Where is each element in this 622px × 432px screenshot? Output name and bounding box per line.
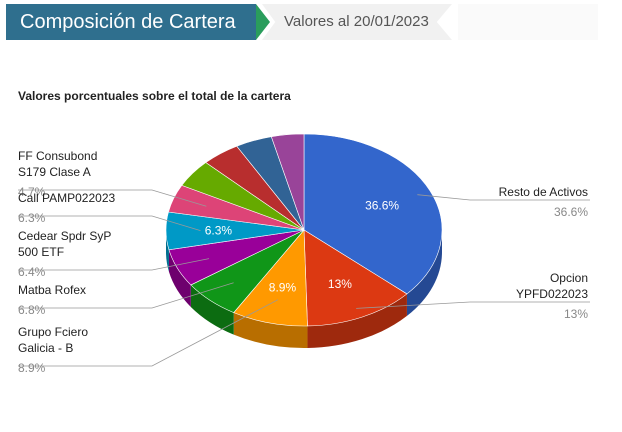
slice-value-left-1: 6.3% (18, 211, 46, 225)
slice-value-1: 13% (564, 307, 588, 321)
page-header: Composición de Cartera Valores al 20/01/… (0, 0, 622, 44)
slice-label-1-line-1: YPFD022023 (516, 287, 588, 301)
slice-label-left-2-line-0: Cedear Spdr SyP (18, 229, 111, 243)
slice-inside-label-5: 6.3% (205, 224, 233, 238)
slice-value-0: 36.6% (554, 205, 588, 219)
slice-value-left-2: 6.4% (18, 265, 46, 279)
slice-label-left-2-line-1: 500 ETF (18, 245, 64, 259)
slice-label-1-line-0: Opcion (550, 271, 588, 285)
slice-label-left-3-line-0: Matba Rofex (18, 283, 86, 297)
header-filler (458, 4, 598, 40)
leader-line-left-0 (18, 189, 207, 207)
pie-labels: Resto de Activos 36.6% Opcion YPFD022023 13%… (18, 149, 590, 375)
leader-line-left-3 (18, 282, 234, 309)
slice-inside-label-2: 8.9% (269, 281, 297, 295)
pie-side-2 (233, 312, 308, 348)
pie-slice-10[interactable] (270, 133, 305, 231)
slice-label-left-1-line-0: Call PAMP022023 (18, 191, 115, 205)
slice-label-0-line-0: Resto de Activos (499, 185, 588, 199)
pie-side-1 (307, 293, 407, 348)
date-label: Valores al 20/01/2023 (262, 4, 452, 40)
leader-line-left-2 (18, 258, 210, 271)
slice-label-left-0-line-0: FF Consubond (18, 149, 97, 163)
slice-value-left-3: 6.8% (18, 303, 46, 317)
leader-line-left-4 (18, 299, 279, 367)
leader-line-left-1 (18, 215, 201, 232)
pie-side-4 (168, 249, 191, 307)
slice-label-left-4-line-1: Galicia - B (18, 341, 73, 355)
pie-chart: Valores porcentuales sobre el total de l… (18, 89, 590, 375)
leader-line-1 (356, 301, 590, 309)
slice-label-left-0-line-1: S179 Clase A (18, 165, 91, 179)
pie-side-3 (190, 284, 234, 335)
leader-line-0 (417, 194, 590, 201)
chart-title: Valores porcentuales sobre el total de l… (18, 89, 291, 103)
title-arrow-decoration (256, 4, 270, 40)
pie-depth (166, 230, 442, 348)
slice-inside-label-1: 13% (328, 277, 352, 291)
slice-label-left-4-line-0: Grupo Fciero (18, 325, 88, 339)
pie-top: 36.6% 13% 8.9% 6.3% (165, 133, 443, 327)
page-title: Composición de Cartera (6, 4, 256, 40)
pie-slice-0[interactable] (303, 133, 443, 295)
slice-value-left-4: 8.9% (18, 361, 46, 375)
slice-value-left-0: 4.7% (18, 185, 46, 199)
pie-slice-1[interactable] (303, 229, 408, 327)
slice-inside-label-0: 36.6% (365, 199, 399, 213)
pie-side-0 (406, 230, 442, 316)
